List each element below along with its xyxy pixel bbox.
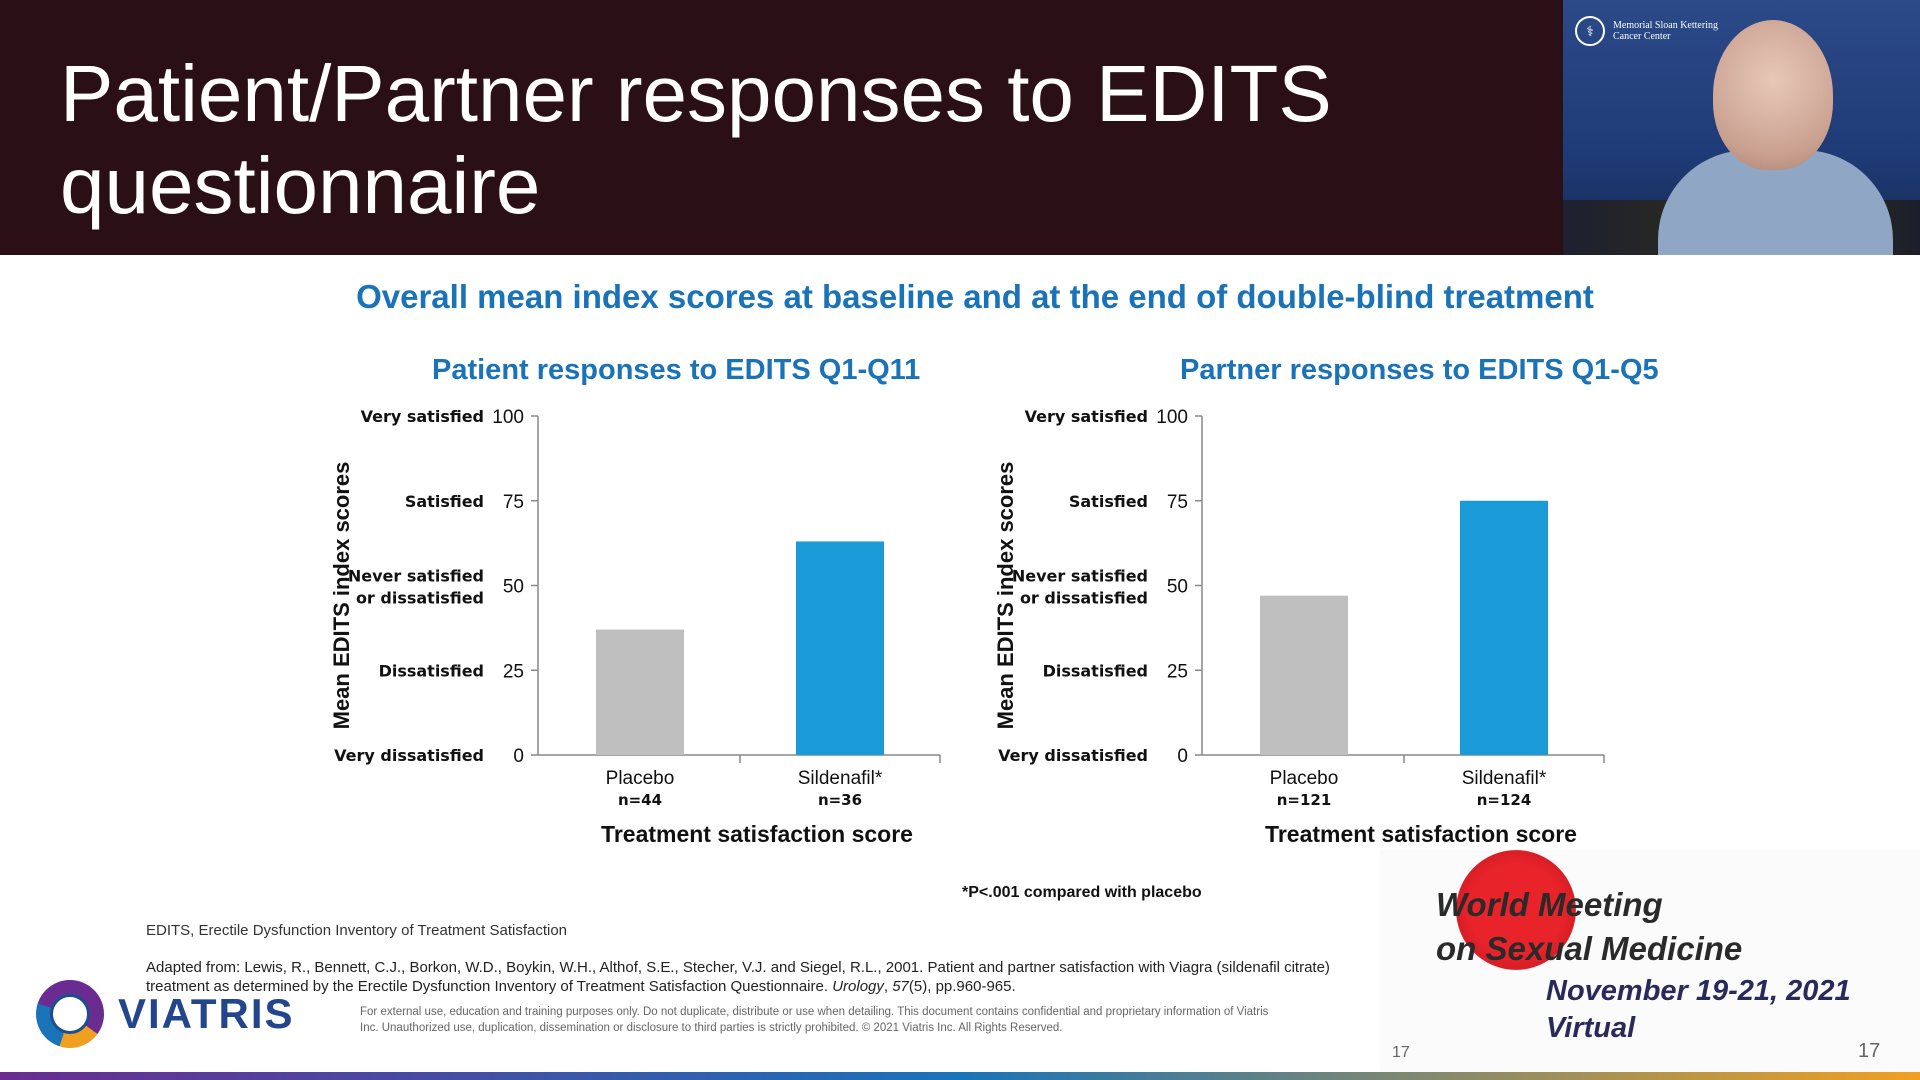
- chart1-satisfaction-level-label: Never satisfied or dissatisfied: [1012, 567, 1148, 608]
- event-mode: Virtual: [1546, 1012, 1636, 1044]
- event-name-line2: on Sexual Medicine: [1436, 930, 1743, 967]
- webcam-feed: ⚕ Memorial Sloan Kettering Cancer Center: [1563, 0, 1920, 255]
- chart1-y-axis-title: Mean EDITS index scores: [993, 462, 1018, 730]
- chart0-y-tick-label: 75: [503, 492, 524, 513]
- reference-journal: Urology: [832, 978, 884, 995]
- chart1-y-tick-label: 25: [1167, 661, 1188, 682]
- chart0-category-label: Sildenafil*: [798, 768, 883, 789]
- chart-title-partner: Partner responses to EDITS Q1-Q5: [1180, 354, 1659, 386]
- chart1-y-tick-label: 0: [1177, 746, 1188, 767]
- chart1-category-label: Sildenafil*: [1462, 768, 1547, 789]
- chart0-category-label: Placebo: [606, 768, 675, 789]
- reference-text: Adapted from: Lewis, R., Bennett, C.J., …: [146, 959, 1330, 995]
- event-red-circle-icon: [1456, 850, 1576, 970]
- reference-citation: Adapted from: Lewis, R., Bennett, C.J., …: [146, 958, 1386, 996]
- slide-title: Patient/Partner responses to EDITS quest…: [60, 49, 1332, 230]
- chart1-category-n: n=121: [1277, 791, 1332, 809]
- institution-logo: ⚕ Memorial Sloan Kettering Cancer Center: [1575, 16, 1733, 46]
- viatris-logo: VIATRIS: [36, 980, 295, 1048]
- chart0-bar-sildenafil: [796, 541, 884, 755]
- chart0-satisfaction-level-label: Dissatisfied: [379, 661, 484, 680]
- institution-icon: ⚕: [1575, 16, 1605, 46]
- chart0-x-axis-title: Treatment satisfaction score: [601, 821, 913, 847]
- event-dates: November 19-21, 2021: [1546, 975, 1851, 1007]
- slide-subtitle: Overall mean index scores at baseline an…: [356, 278, 1594, 315]
- chart0-category-n: n=36: [818, 791, 862, 809]
- page-number-inner: 17: [1392, 1044, 1410, 1061]
- chart-title-patient: Patient responses to EDITS Q1-Q11: [432, 354, 921, 386]
- chart0-y-tick-label: 25: [503, 661, 524, 682]
- chart1-bar-placebo: [1260, 595, 1348, 755]
- presenter-head: [1713, 20, 1833, 170]
- chart0-y-tick-label: 50: [503, 577, 524, 598]
- chart1-satisfaction-level-label: Satisfied: [1069, 492, 1148, 511]
- chart0-satisfaction-level-label: Never satisfied or dissatisfied: [348, 567, 484, 608]
- chart0-y-tick-label: 0: [513, 746, 524, 767]
- chart0-satisfaction-level-label: Very satisfied: [361, 407, 484, 426]
- chart1-satisfaction-level-label: Dissatisfied: [1043, 661, 1148, 680]
- viatris-globe-icon: [36, 980, 104, 1048]
- chart0-satisfaction-level-label: Very dissatisfied: [334, 746, 484, 765]
- institution-name: Memorial Sloan Kettering Cancer Center: [1613, 20, 1718, 42]
- event-branding: World Meeting on Sexual Medicine Novembe…: [1380, 850, 1920, 1080]
- chart0-bar-placebo: [596, 629, 684, 755]
- bottom-accent-bar: [0, 1072, 1920, 1080]
- event-name-line1: World Meeting: [1436, 886, 1663, 923]
- chart0-satisfaction-level-label: Satisfied: [405, 492, 484, 511]
- p-value-footnote: *P<.001 compared with placebo: [962, 884, 1202, 901]
- reference-pages: (5), pp.960-965.: [908, 978, 1016, 995]
- reference-volume: 57: [892, 978, 909, 995]
- chart0-y-axis-title: Mean EDITS index scores: [329, 462, 354, 730]
- chart1-category-n: n=124: [1477, 791, 1532, 809]
- chart0-y-tick-label: 100: [492, 407, 524, 428]
- reference-separator: ,: [883, 978, 893, 995]
- disclaimer-text: For external use, education and training…: [360, 1006, 1269, 1034]
- chart1-y-tick-label: 100: [1156, 407, 1188, 428]
- chart1-bar-sildenafil: [1460, 500, 1548, 755]
- chart1-satisfaction-level-label: Very dissatisfied: [998, 746, 1148, 765]
- chart1-category-label: Placebo: [1270, 768, 1339, 789]
- chart1-y-tick-label: 75: [1167, 492, 1188, 513]
- chart0-category-n: n=44: [618, 791, 662, 809]
- chart1-satisfaction-level-label: Very satisfied: [1025, 407, 1148, 426]
- viatris-wordmark: VIATRIS: [118, 990, 295, 1037]
- chart1-y-tick-label: 50: [1167, 577, 1188, 598]
- chart1-x-axis-title: Treatment satisfaction score: [1265, 821, 1577, 847]
- abbreviation-note: EDITS, Erectile Dysfunction Inventory of…: [146, 922, 568, 939]
- page-number-outer: 17: [1858, 1040, 1881, 1062]
